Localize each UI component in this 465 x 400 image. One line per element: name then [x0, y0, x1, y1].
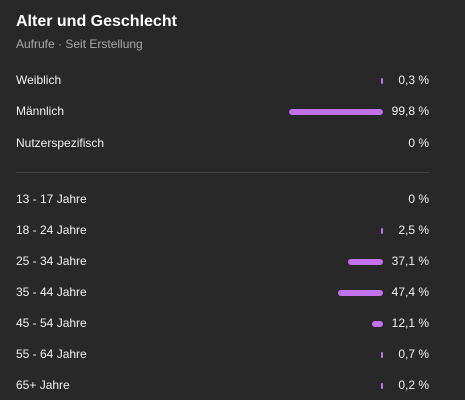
gender-row-female: Weiblich 0,3 % — [0, 71, 465, 91]
age-row-13-17: 13 - 17 Jahre 0 % — [0, 190, 465, 210]
percent-bar — [381, 228, 383, 234]
row-label: 55 - 64 Jahre — [16, 347, 87, 361]
row-label: 45 - 54 Jahre — [16, 316, 87, 330]
row-label: Nutzerspezifisch — [16, 136, 105, 150]
bar-track — [283, 228, 383, 234]
row-value: 0 % — [408, 192, 429, 206]
percent-bar — [381, 352, 383, 358]
bar-track — [283, 383, 383, 389]
row-label: 18 - 24 Jahre — [16, 223, 87, 237]
row-value: 0,3 % — [398, 73, 429, 87]
row-value: 12,1 % — [391, 316, 429, 330]
card-title: Alter und Geschlecht — [16, 13, 177, 30]
gender-row-custom: Nutzerspezifisch 0 % — [0, 134, 465, 154]
age-row-45-54: 45 - 54 Jahre 12,1 % — [0, 314, 465, 334]
bar-track — [283, 109, 383, 115]
row-label: 13 - 17 Jahre — [16, 192, 87, 206]
row-value: 2,5 % — [398, 223, 429, 237]
age-row-65-plus: 65+ Jahre 0,2 % — [0, 376, 465, 396]
row-label: 35 - 44 Jahre — [16, 285, 87, 299]
bar-track — [283, 259, 383, 265]
row-label: 25 - 34 Jahre — [16, 254, 87, 268]
age-row-25-34: 25 - 34 Jahre 37,1 % — [0, 252, 465, 272]
bar-track — [283, 321, 383, 327]
row-value: 0,7 % — [398, 347, 429, 361]
row-value: 0 % — [408, 136, 429, 150]
percent-bar — [348, 259, 383, 265]
row-value: 37,1 % — [391, 254, 429, 268]
section-divider — [16, 172, 429, 173]
row-value: 99,8 % — [391, 104, 429, 118]
age-row-35-44: 35 - 44 Jahre 47,4 % — [0, 283, 465, 303]
row-label: Weiblich — [16, 73, 62, 87]
percent-bar — [289, 109, 383, 115]
percent-bar — [381, 78, 383, 84]
percent-bar — [381, 383, 383, 389]
bar-track — [283, 78, 383, 84]
row-label: Männlich — [16, 104, 65, 118]
percent-bar — [372, 321, 383, 327]
bar-track — [283, 352, 383, 358]
row-value: 47,4 % — [391, 285, 429, 299]
bar-track — [283, 290, 383, 296]
bar-track — [283, 197, 383, 203]
row-value: 0,2 % — [398, 378, 429, 392]
card-subtitle: Aufrufe · Seit Erstellung — [16, 37, 143, 51]
row-label: 65+ Jahre — [16, 378, 70, 392]
percent-bar — [338, 290, 383, 296]
gender-row-male: Männlich 99,8 % — [0, 102, 465, 122]
age-row-18-24: 18 - 24 Jahre 2,5 % — [0, 221, 465, 241]
bar-track — [283, 141, 383, 147]
age-row-55-64: 55 - 64 Jahre 0,7 % — [0, 345, 465, 365]
